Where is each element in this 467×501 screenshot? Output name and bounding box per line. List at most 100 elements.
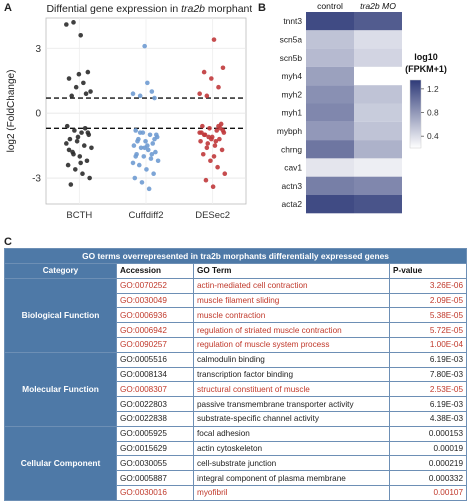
accession-cell: GO:0022803 <box>116 396 194 412</box>
data-point <box>85 69 91 75</box>
data-point <box>138 145 144 151</box>
data-point <box>201 132 207 138</box>
accession-cell: GO:0008307 <box>116 381 194 398</box>
pvalue-cell: 2.53E-05 <box>388 381 467 398</box>
data-point <box>220 65 226 71</box>
data-point <box>71 20 76 25</box>
data-point <box>200 123 205 129</box>
accession-cell: GO:0090257 <box>116 336 194 353</box>
pvalue-cell: 0.00019 <box>388 440 467 457</box>
data-point <box>75 134 81 140</box>
data-point <box>139 180 145 185</box>
heatmap-row-label: acta2 <box>282 199 303 209</box>
heatmap-row-label: scn5a <box>280 34 303 44</box>
data-point <box>141 154 147 159</box>
y-axis-label: log2 (FoldChange) <box>6 70 17 153</box>
data-point <box>217 136 222 142</box>
data-point <box>131 143 137 148</box>
data-point <box>133 154 138 159</box>
go-term-cell: transcription factor binding <box>193 366 390 383</box>
table-row: Molecular Function GO:0005516 calmodulin b… <box>4 351 467 427</box>
table-body: Biological Function GO:0070252 actin-media… <box>4 277 467 501</box>
data-point <box>137 93 143 99</box>
pvalue-cell: 0.000219 <box>388 455 467 472</box>
heatmap-row-label: myh2 <box>282 89 303 99</box>
data-point <box>72 128 77 133</box>
data-point <box>219 147 225 153</box>
table-title-row: GO terms overrepresented in tra2b morpha… <box>3 248 467 264</box>
data-point <box>214 128 220 133</box>
header-category: Category <box>4 263 117 279</box>
accession-cell: GO:0022838 <box>116 410 194 427</box>
panel-label-c: C <box>4 236 12 248</box>
data-point <box>213 138 219 144</box>
legend-tick-label: 0.8 <box>427 108 439 118</box>
go-term-cell: regulation of muscle system process <box>193 336 390 353</box>
pvalue-cell: 5.38E-05 <box>388 307 467 324</box>
data-point <box>209 136 214 142</box>
data-point <box>66 76 72 81</box>
data-point <box>216 84 221 90</box>
x-tick-label: Cuffdiff2 <box>128 210 163 221</box>
data-point <box>149 151 155 157</box>
go-term-cell: structural constituent of muscle <box>193 381 390 398</box>
data-point <box>150 141 156 146</box>
data-point <box>89 145 94 151</box>
x-tick-label: BCTH <box>66 210 92 221</box>
pvalue-cell: 1.00E-04 <box>388 336 467 353</box>
accession-cell: GO:0030016 <box>116 484 194 501</box>
data-point <box>73 84 79 90</box>
legend-tick-label: 1.2 <box>427 84 439 94</box>
accession-cell: GO:0030049 <box>116 292 194 309</box>
data-point <box>145 80 150 86</box>
data-point <box>204 93 210 99</box>
data-point <box>130 91 136 96</box>
data-point <box>209 76 214 81</box>
pvalue-cell: 6.19E-03 <box>388 351 467 368</box>
data-point <box>203 177 209 183</box>
category-cell: Molecular Function <box>4 351 117 427</box>
header-go-term: GO Term <box>193 263 390 279</box>
data-point <box>68 182 74 187</box>
pvalue-cell: 6.19E-03 <box>388 396 467 412</box>
data-point <box>77 154 83 159</box>
heatmap-row-label: actn3 <box>282 181 303 191</box>
legend-colorbar <box>409 79 422 149</box>
heatmap-cell <box>354 103 402 122</box>
go-term-cell: calmodulin binding <box>193 351 390 368</box>
data-point <box>151 171 156 177</box>
table-title: GO terms overrepresented in tra2b morpha… <box>3 248 467 264</box>
data-point <box>81 80 86 86</box>
table-row: GO:0015629 actin cytoskeleton 0.00019 <box>5 440 467 457</box>
data-point <box>64 141 69 146</box>
data-point <box>135 138 140 144</box>
go-term-cell: muscle contraction <box>193 307 390 324</box>
heatmap-cell <box>306 66 354 86</box>
x-tick-label: DESec2 <box>195 210 230 221</box>
heatmap-row-label: mybph <box>277 126 302 136</box>
data-point <box>220 128 226 133</box>
heatmap-cell <box>306 48 354 67</box>
data-point <box>82 126 88 131</box>
go-term-cell: focal adhesion <box>193 425 390 442</box>
go-term-cell: integral component of plasma membrane <box>193 470 390 486</box>
category-cell: Cellular Component <box>4 425 117 501</box>
data-point <box>155 158 161 164</box>
data-point <box>80 171 85 177</box>
table-row: Cellular Component GO:0005925 focal adhesi… <box>4 425 467 501</box>
heatmap-cell <box>354 140 402 159</box>
heatmap-cell <box>306 103 354 122</box>
heatmap-cell <box>354 48 402 67</box>
scatter-chart: Diffential gene expression in tra2b morp… <box>6 3 252 221</box>
heatmap-cell <box>354 30 402 49</box>
data-point <box>143 138 148 144</box>
data-point <box>142 43 147 49</box>
data-point <box>64 22 69 27</box>
heatmap-cell <box>354 85 402 104</box>
data-point <box>79 130 84 135</box>
y-tick-label: -3 <box>32 174 41 185</box>
heatmap-cell <box>306 121 354 141</box>
heatmap-column-label: control <box>317 1 343 11</box>
heatmap-cell <box>306 176 354 195</box>
legend-tick-label: 0.4 <box>427 131 439 141</box>
